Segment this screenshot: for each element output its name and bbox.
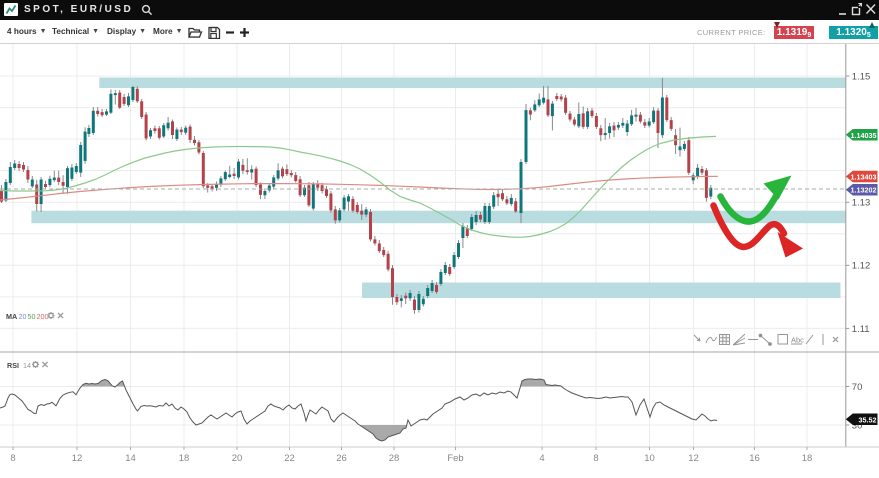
svg-text:70: 70	[852, 382, 863, 393]
svg-text:30: 30	[852, 420, 863, 431]
svg-text:14: 14	[125, 453, 136, 464]
svg-text:8: 8	[593, 453, 598, 464]
svg-text:1.13202: 1.13202	[851, 186, 877, 195]
svg-text:1.11: 1.11	[852, 324, 870, 335]
svg-text:22: 22	[284, 453, 295, 464]
svg-text:20: 20	[232, 453, 243, 464]
svg-text:12: 12	[72, 453, 83, 464]
svg-text:50: 50	[28, 312, 36, 321]
svg-text:1.12: 1.12	[852, 261, 871, 272]
svg-text:1.15: 1.15	[852, 71, 871, 82]
svg-text:12: 12	[688, 453, 699, 464]
svg-text:1.13: 1.13	[852, 198, 871, 209]
svg-text:26: 26	[336, 453, 347, 464]
svg-text:Feb: Feb	[447, 453, 463, 464]
svg-text:4: 4	[539, 453, 544, 464]
svg-text:RSI: RSI	[7, 361, 19, 370]
svg-text:16: 16	[749, 453, 760, 464]
svg-text:10: 10	[644, 453, 655, 464]
svg-text:Abc: Abc	[791, 336, 804, 345]
svg-text:1.14035: 1.14035	[851, 131, 877, 140]
svg-text:MA: MA	[6, 312, 17, 321]
svg-text:1.13403: 1.13403	[851, 173, 877, 182]
svg-text:35.52: 35.52	[859, 415, 877, 424]
svg-text:18: 18	[802, 453, 813, 464]
svg-text:20: 20	[19, 312, 27, 321]
svg-text:8: 8	[10, 453, 15, 464]
svg-text:18: 18	[179, 453, 190, 464]
svg-text:200: 200	[37, 312, 49, 321]
svg-text:14: 14	[23, 361, 31, 370]
svg-text:28: 28	[389, 453, 400, 464]
